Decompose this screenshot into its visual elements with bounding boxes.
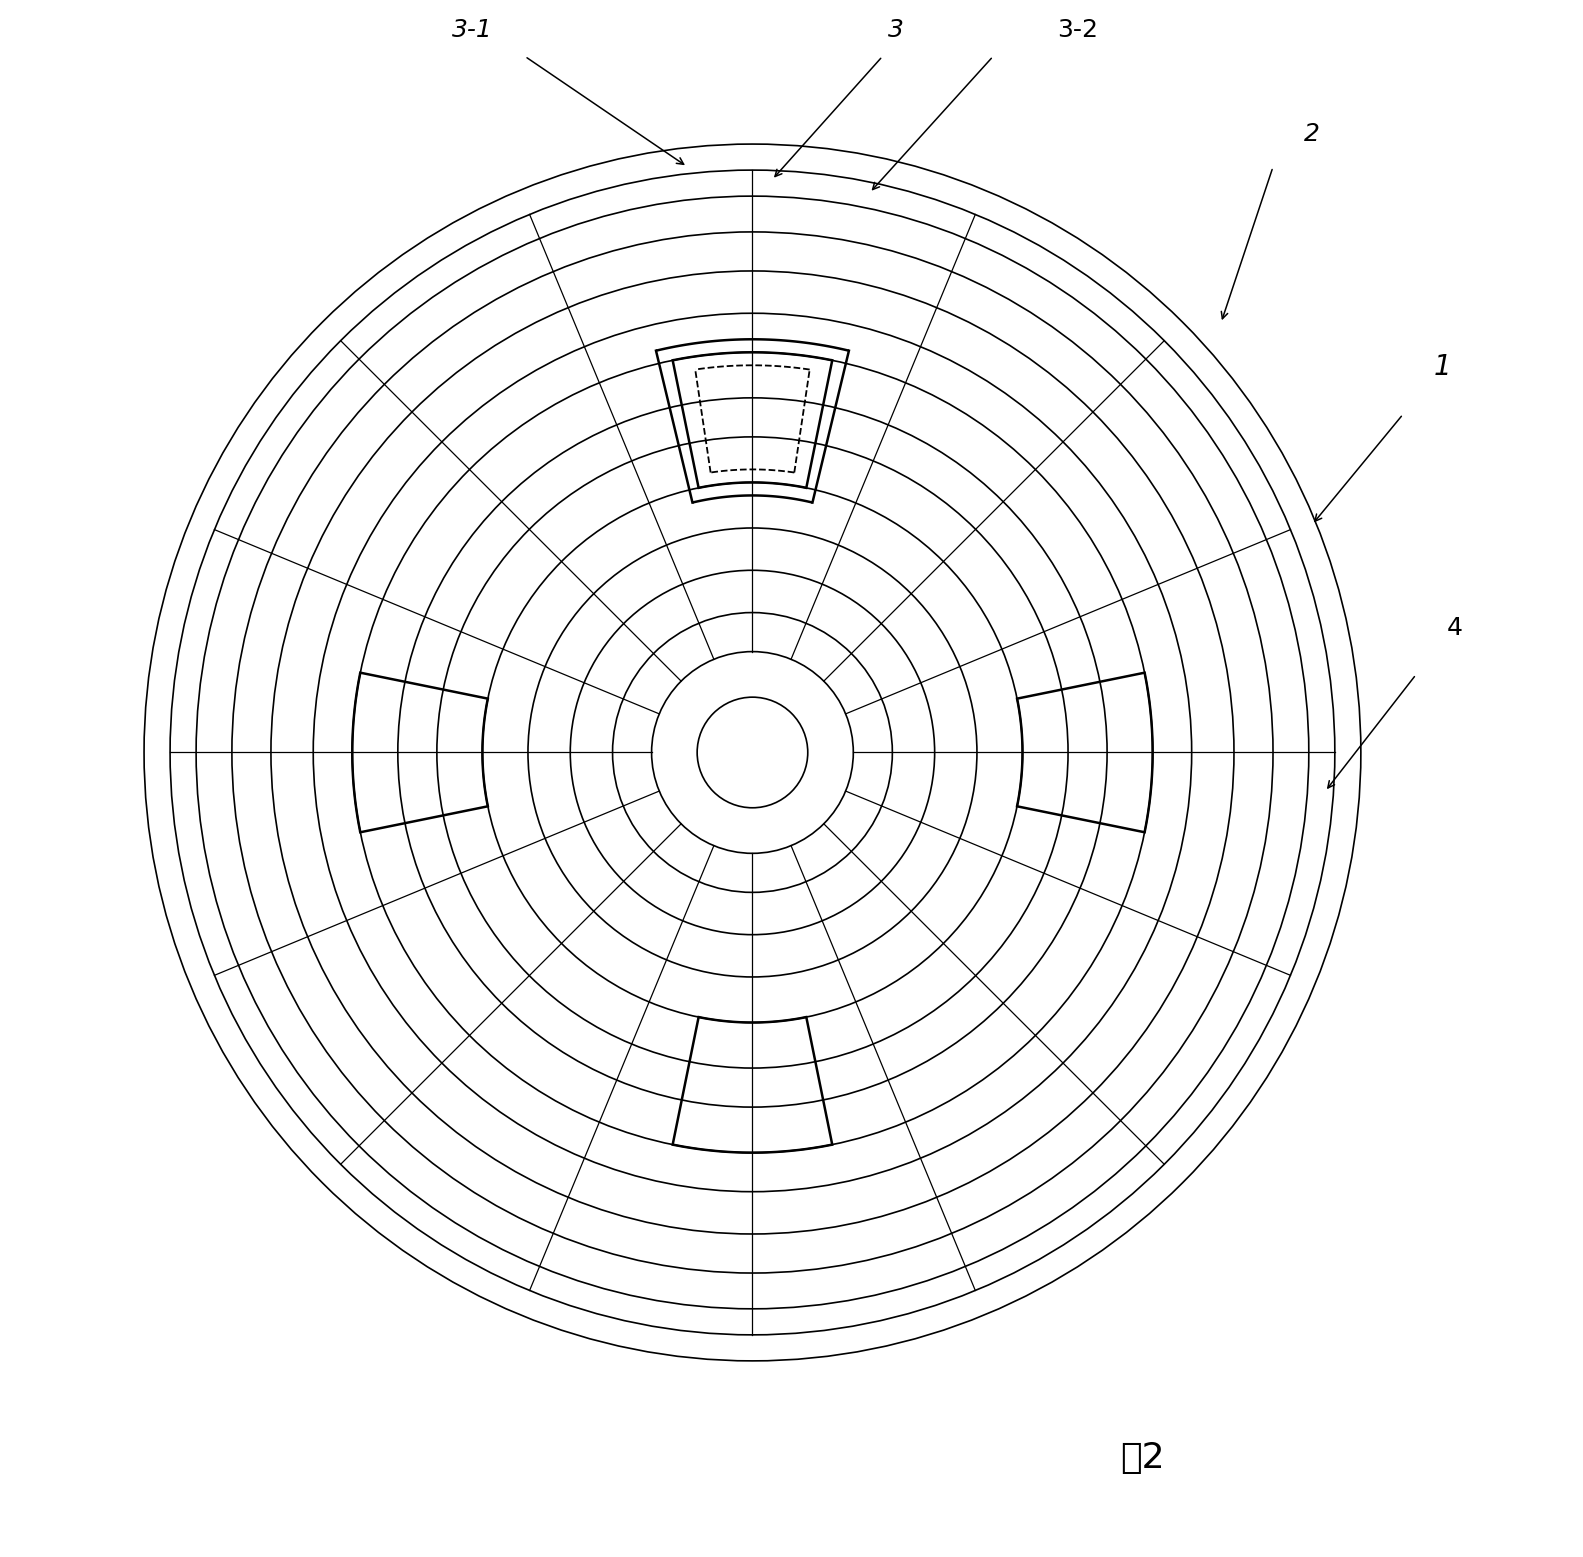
Text: 3-2: 3-2 — [1057, 17, 1099, 42]
Text: 2: 2 — [1304, 121, 1320, 146]
Text: 3-1: 3-1 — [453, 17, 492, 42]
Text: 1: 1 — [1433, 353, 1452, 381]
Text: 4: 4 — [1447, 617, 1463, 640]
Text: 3: 3 — [888, 17, 904, 42]
Text: 图2: 图2 — [1121, 1442, 1165, 1474]
